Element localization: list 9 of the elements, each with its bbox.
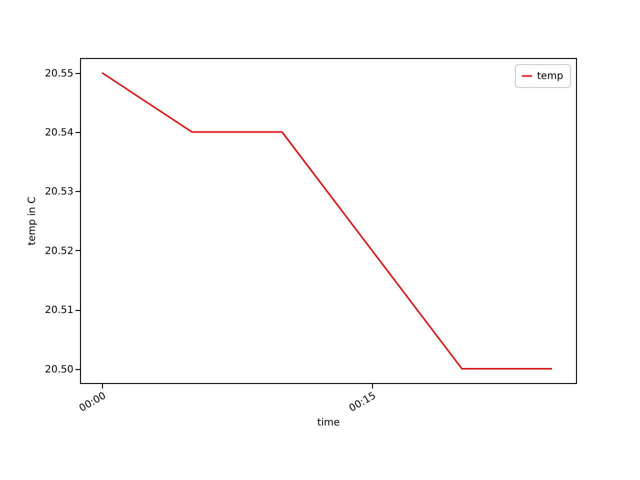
- y-tick-label: 20.54: [44, 128, 74, 138]
- y-tick-label: 20.51: [44, 305, 74, 316]
- y-tick-label: 20.53: [44, 186, 74, 198]
- y-axis-title: temp in C: [26, 196, 38, 246]
- x-axis-title: time: [317, 418, 340, 429]
- y-tick-label: 20.50: [44, 364, 74, 376]
- y-tick-label: 20.52: [44, 246, 74, 257]
- y-tick-label: 20.55: [44, 68, 74, 80]
- legend-label: temp: [537, 71, 564, 82]
